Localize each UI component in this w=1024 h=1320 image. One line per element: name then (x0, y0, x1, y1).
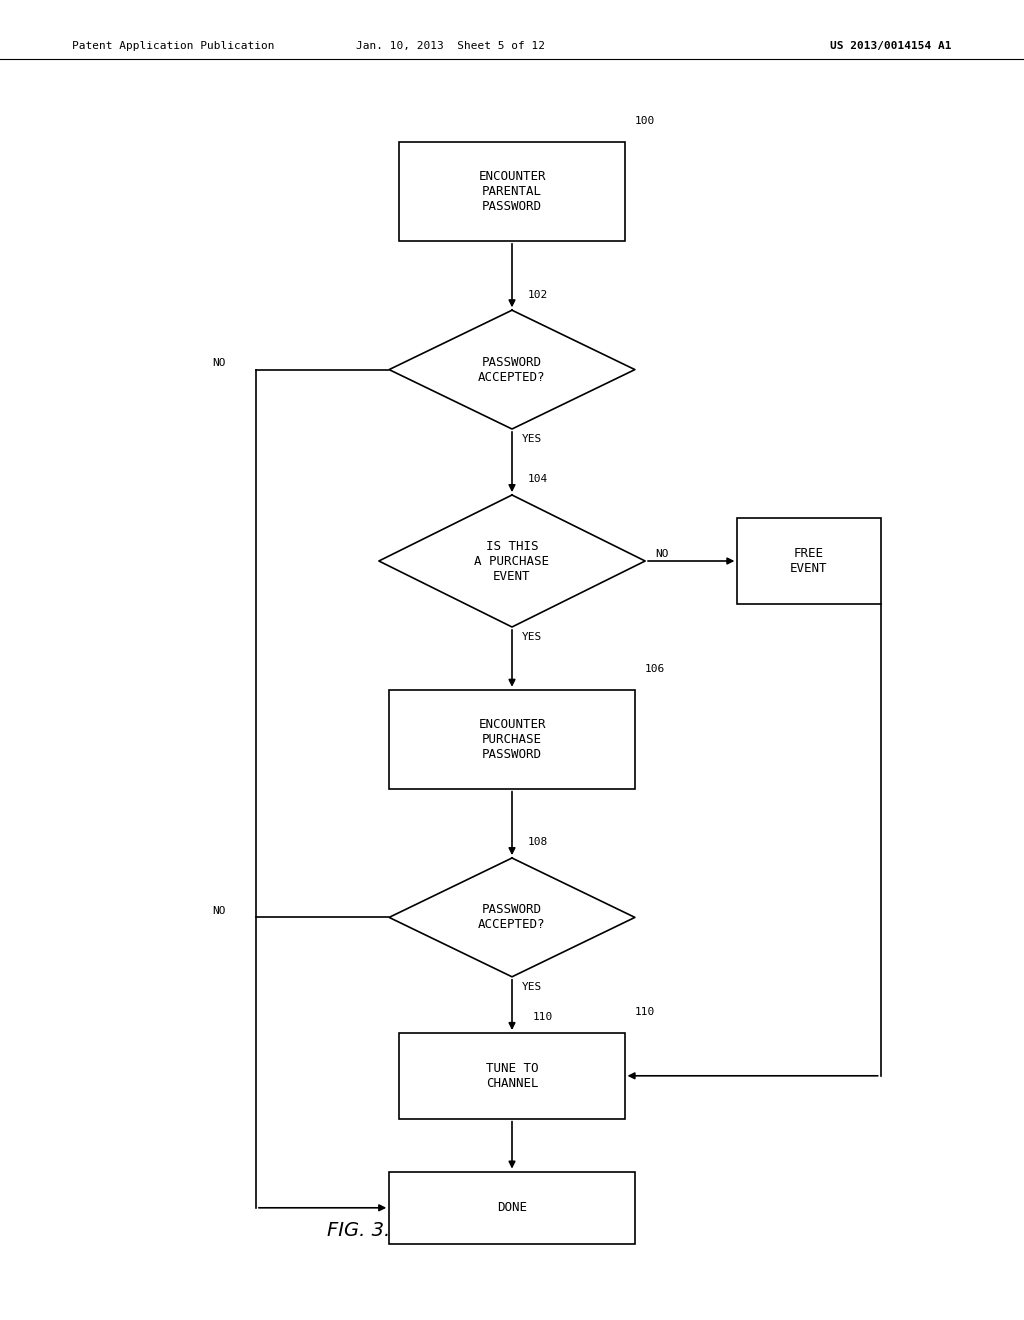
FancyBboxPatch shape (399, 143, 625, 242)
Polygon shape (389, 858, 635, 977)
Text: Patent Application Publication: Patent Application Publication (72, 41, 274, 51)
Text: NO: NO (212, 906, 225, 916)
Text: 110: 110 (532, 1012, 553, 1022)
Text: NO: NO (655, 549, 669, 560)
Text: IS THIS
A PURCHASE
EVENT: IS THIS A PURCHASE EVENT (474, 540, 550, 582)
Text: 106: 106 (645, 664, 666, 673)
Text: Jan. 10, 2013  Sheet 5 of 12: Jan. 10, 2013 Sheet 5 of 12 (356, 41, 545, 51)
FancyBboxPatch shape (737, 519, 881, 605)
Text: 108: 108 (527, 837, 548, 847)
Text: 104: 104 (527, 474, 548, 484)
Text: 100: 100 (635, 116, 655, 125)
Text: 102: 102 (527, 289, 548, 300)
Polygon shape (379, 495, 645, 627)
Text: YES: YES (522, 982, 543, 993)
Text: DONE: DONE (497, 1201, 527, 1214)
Text: US 2013/0014154 A1: US 2013/0014154 A1 (830, 41, 951, 51)
Text: YES: YES (522, 434, 543, 445)
Text: 110: 110 (635, 1007, 655, 1016)
FancyBboxPatch shape (389, 1172, 635, 1243)
Text: YES: YES (522, 632, 543, 643)
Text: ENCOUNTER
PARENTAL
PASSWORD: ENCOUNTER PARENTAL PASSWORD (478, 170, 546, 213)
Text: PASSWORD
ACCEPTED?: PASSWORD ACCEPTED? (478, 355, 546, 384)
FancyBboxPatch shape (389, 689, 635, 788)
Text: PASSWORD
ACCEPTED?: PASSWORD ACCEPTED? (478, 903, 546, 932)
Text: FIG. 3.: FIG. 3. (327, 1221, 390, 1239)
Polygon shape (389, 310, 635, 429)
Text: FREE
EVENT: FREE EVENT (791, 546, 827, 576)
Text: NO: NO (212, 358, 225, 368)
FancyBboxPatch shape (399, 1032, 625, 1119)
Text: ENCOUNTER
PURCHASE
PASSWORD: ENCOUNTER PURCHASE PASSWORD (478, 718, 546, 760)
Text: TUNE TO
CHANNEL: TUNE TO CHANNEL (485, 1061, 539, 1090)
